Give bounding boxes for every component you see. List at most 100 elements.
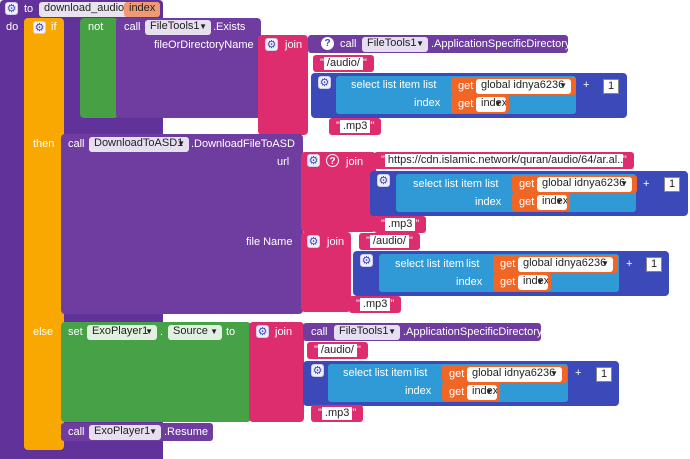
text-value[interactable]: .mp3 <box>359 297 391 311</box>
gear-icon[interactable]: ⚙ <box>5 2 18 15</box>
variable-name: global idnya6236 <box>523 257 607 269</box>
if-label: if <box>51 21 57 33</box>
variable-dropdown[interactable]: global idnya6236 ▼ <box>467 367 562 382</box>
text-value[interactable]: https://cdn.islamic.network/quran/audio/… <box>384 153 623 167</box>
get-index-block[interactable]: get index ▼ <box>512 193 570 211</box>
component-dropdown[interactable]: DownloadToASD1 ▼ <box>89 137 189 152</box>
do-label: do <box>6 21 19 33</box>
dropdown-arrow-icon: ▼ <box>145 327 153 336</box>
index-label: index <box>405 385 432 397</box>
not-block[interactable] <box>80 18 118 118</box>
variable-name: global idnya6236 <box>472 367 556 379</box>
gear-icon[interactable]: ⚙ <box>256 325 269 338</box>
variable-dropdown[interactable]: global idnya6236 ▼ <box>537 177 632 192</box>
gear-icon[interactable]: ⚙ <box>307 235 320 248</box>
text-block[interactable]: "/audio/" <box>313 55 374 72</box>
variable-name: global idnya6236 <box>542 177 626 189</box>
component-dropdown[interactable]: ExoPlayer1 ▼ <box>89 425 161 440</box>
if-block[interactable] <box>24 18 64 450</box>
variable-dropdown[interactable]: global idnya6236 ▼ <box>476 79 571 94</box>
variable-dropdown[interactable]: index ▼ <box>467 385 497 400</box>
text-block[interactable]: " https://cdn.islamic.network/quran/audio… <box>374 152 634 169</box>
variable-dropdown[interactable]: global idnya6236 ▼ <box>518 257 613 272</box>
text-value[interactable]: /audio/ <box>323 56 363 70</box>
component-name: DownloadToASD1 <box>94 137 184 149</box>
procedure-param[interactable]: index <box>124 2 161 17</box>
text-block[interactable]: "/audio/" <box>307 342 368 359</box>
variable-name: index <box>523 275 548 287</box>
index-label: index <box>414 97 441 109</box>
download-call-block[interactable] <box>61 134 303 314</box>
call-label: call <box>68 138 85 150</box>
plus-operator: + <box>643 178 650 190</box>
to-label: to <box>226 326 236 338</box>
get-label: get <box>458 80 474 92</box>
text-value[interactable]: /audio/ <box>369 234 409 248</box>
join-block[interactable] <box>249 322 304 422</box>
method-name: .Resume <box>164 426 209 438</box>
gear-icon[interactable]: ⚙ <box>360 254 373 267</box>
number-field[interactable]: 1 <box>646 257 662 272</box>
dropdown-arrow-icon: ▼ <box>199 22 207 31</box>
variable-name: index <box>542 195 567 207</box>
dropdown-arrow-icon: ▼ <box>620 179 628 188</box>
call-label: call <box>124 21 141 33</box>
number-field[interactable]: 1 <box>596 367 612 382</box>
get-index-block[interactable]: get index ▼ <box>442 383 500 401</box>
call-label: call <box>68 426 85 438</box>
gear-icon[interactable]: ⚙ <box>307 154 320 167</box>
method-name: .Exists <box>213 21 246 33</box>
dot-separator: . <box>160 326 164 338</box>
help-icon[interactable]: ? <box>321 37 334 50</box>
join-block[interactable] <box>258 35 308 135</box>
text-block[interactable]: " .mp3 " <box>329 118 382 135</box>
gear-icon[interactable]: ⚙ <box>311 364 324 377</box>
select-label: select list item <box>413 178 483 190</box>
text-value[interactable]: .mp3 <box>321 406 353 420</box>
url-label: url <box>277 156 290 168</box>
get-label: get <box>449 386 465 398</box>
gear-icon[interactable]: ⚙ <box>318 76 331 89</box>
component-dropdown[interactable]: FileTools1 ▼ <box>334 325 400 340</box>
index-label: index <box>475 196 502 208</box>
plus-operator: + <box>583 79 590 91</box>
list-label: list <box>485 178 499 190</box>
gear-icon[interactable]: ⚙ <box>377 174 390 187</box>
variable-dropdown[interactable]: index ▼ <box>476 97 506 112</box>
text-value[interactable]: .mp3 <box>339 119 371 133</box>
plus-operator: + <box>626 258 633 270</box>
component-dropdown[interactable]: ExoPlayer1 ▼ <box>87 325 157 340</box>
variable-dropdown[interactable]: index ▼ <box>537 195 567 210</box>
component-dropdown[interactable]: FileTools1 ▼ <box>145 20 211 35</box>
get-index-block[interactable]: get index ▼ <box>451 95 509 113</box>
text-block[interactable]: " .mp3 " <box>349 296 402 313</box>
gear-icon[interactable]: ⚙ <box>33 21 46 34</box>
component-name: FileTools1 <box>367 37 417 49</box>
plus-operator: + <box>575 367 582 379</box>
get-global-block[interactable]: get global idnya6236 ▼ <box>442 365 567 383</box>
dropdown-arrow-icon: ▼ <box>559 81 567 90</box>
text-value[interactable]: /audio/ <box>317 343 357 357</box>
get-global-block[interactable]: get global idnya6236 ▼ <box>493 255 618 273</box>
text-block[interactable]: " .mp3 " <box>311 405 364 422</box>
help-icon[interactable]: ? <box>326 154 339 167</box>
number-field[interactable]: 1 <box>603 79 619 94</box>
filename-label: file Name <box>246 236 293 248</box>
index-label: index <box>456 276 483 288</box>
procedure-name-field[interactable]: download_audio <box>39 2 130 17</box>
gear-icon[interactable]: ⚙ <box>265 38 278 51</box>
get-global-block[interactable]: get global idnya6236 ▼ <box>451 77 576 95</box>
component-dropdown[interactable]: FileTools1 ▼ <box>362 37 428 52</box>
property-dropdown[interactable]: Source ▼ <box>168 325 222 340</box>
get-global-block[interactable]: get global idnya6236 ▼ <box>512 175 637 193</box>
text-value[interactable]: .mp3 <box>384 217 416 231</box>
select-label: select list item <box>351 79 421 91</box>
get-index-block[interactable]: get index ▼ <box>493 273 551 291</box>
text-block[interactable]: "/audio/" <box>359 233 420 250</box>
get-label: get <box>449 368 465 380</box>
method-name: .DownloadFileToASD <box>191 138 295 150</box>
join-label: join <box>275 326 293 338</box>
variable-dropdown[interactable]: index ▼ <box>518 275 548 290</box>
number-field[interactable]: 1 <box>664 177 680 192</box>
text-block[interactable]: " .mp3 " <box>374 216 427 233</box>
